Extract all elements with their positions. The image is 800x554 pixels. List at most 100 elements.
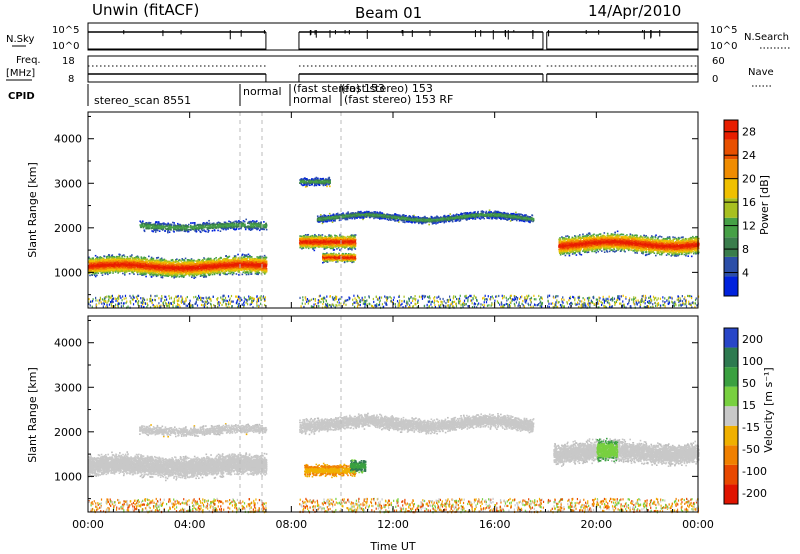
data-cell	[200, 274, 202, 277]
data-cell	[119, 253, 121, 256]
data-cell	[213, 257, 216, 260]
data-cell	[144, 273, 147, 276]
data-cell	[238, 271, 241, 274]
data-cell	[121, 270, 124, 273]
data-cell	[137, 271, 140, 273]
data-cell	[111, 266, 114, 268]
data-cell	[191, 260, 193, 262]
data-cell	[138, 260, 141, 263]
data-cell	[130, 269, 132, 271]
data-cell	[97, 267, 100, 269]
data-cell	[151, 274, 154, 276]
data-cell	[126, 261, 129, 263]
data-cell	[191, 273, 193, 276]
nave-tick-bottom: 0	[712, 74, 718, 85]
data-cell	[197, 273, 200, 276]
data-cell	[155, 259, 158, 261]
data-cell	[218, 270, 220, 273]
cpid-segment: normal	[243, 85, 282, 98]
data-cell	[176, 260, 179, 263]
data-cell	[202, 272, 204, 275]
data-cell	[263, 256, 266, 259]
data-cell	[128, 270, 131, 272]
data-cell	[141, 274, 143, 276]
data-cell	[202, 259, 204, 262]
data-cell	[252, 260, 254, 262]
data-cell	[160, 276, 163, 279]
data-cell	[242, 266, 244, 268]
data-cell	[179, 273, 182, 275]
data-cell	[132, 257, 134, 260]
title-center: Beam 01	[355, 4, 422, 22]
data-cell	[104, 273, 107, 275]
data-cell	[170, 259, 173, 261]
data-cell	[214, 268, 216, 271]
data-cell	[223, 273, 226, 275]
data-cell	[102, 265, 105, 267]
data-cell	[136, 262, 139, 265]
data-cell	[234, 270, 236, 272]
data-cell	[208, 260, 211, 263]
data-cell	[147, 272, 150, 274]
data-cell	[215, 270, 218, 273]
data-cell	[244, 263, 246, 265]
data-cell	[146, 265, 149, 268]
data-cell	[190, 265, 193, 268]
data-cell	[123, 257, 126, 260]
data-cell	[148, 255, 150, 258]
data-cell	[146, 258, 149, 261]
data-cell	[223, 257, 225, 260]
data-cell	[264, 258, 266, 261]
data-cell	[120, 265, 122, 268]
data-cell	[90, 268, 92, 271]
data-cell	[263, 264, 265, 267]
data-cell	[181, 259, 184, 261]
data-cell	[206, 258, 208, 261]
data-cell	[92, 257, 95, 259]
data-cell	[133, 273, 135, 275]
data-cell	[131, 254, 133, 256]
data-cell	[254, 265, 256, 268]
data-cell	[250, 266, 253, 268]
nsearch-label: N.Search	[744, 32, 789, 43]
data-cell	[234, 255, 237, 258]
data-cell	[99, 265, 102, 268]
data-cell	[168, 271, 171, 273]
data-cell	[263, 273, 266, 275]
data-cell	[210, 257, 212, 260]
data-cell	[100, 272, 103, 274]
data-cell	[197, 272, 199, 274]
data-cell	[258, 271, 261, 274]
data-cell	[163, 270, 165, 273]
data-cell	[209, 272, 212, 275]
data-cell	[161, 276, 164, 278]
data-cell	[158, 269, 160, 271]
data-cell	[113, 269, 116, 271]
data-cell	[218, 273, 221, 276]
data-cell	[96, 258, 98, 260]
data-cell	[129, 258, 131, 260]
data-cell	[118, 265, 121, 267]
data-cell	[136, 266, 139, 269]
data-cell	[253, 261, 255, 263]
data-cell	[199, 275, 202, 277]
data-cell	[89, 274, 91, 277]
data-cell	[223, 271, 226, 274]
data-cell	[135, 264, 138, 267]
data-cell	[131, 259, 133, 262]
data-cell	[224, 265, 227, 268]
data-cell	[147, 259, 150, 262]
data-cell	[179, 269, 182, 271]
data-cell	[250, 273, 253, 275]
data-cell	[228, 261, 230, 264]
data-cell	[101, 274, 104, 276]
data-cell	[114, 271, 117, 273]
data-cell	[212, 271, 214, 274]
data-cell	[184, 257, 187, 260]
data-cell	[202, 262, 205, 264]
data-cell	[141, 259, 144, 261]
data-cell	[159, 267, 162, 269]
data-cell	[115, 261, 118, 264]
data-cell	[183, 259, 186, 261]
data-cell	[123, 254, 125, 256]
